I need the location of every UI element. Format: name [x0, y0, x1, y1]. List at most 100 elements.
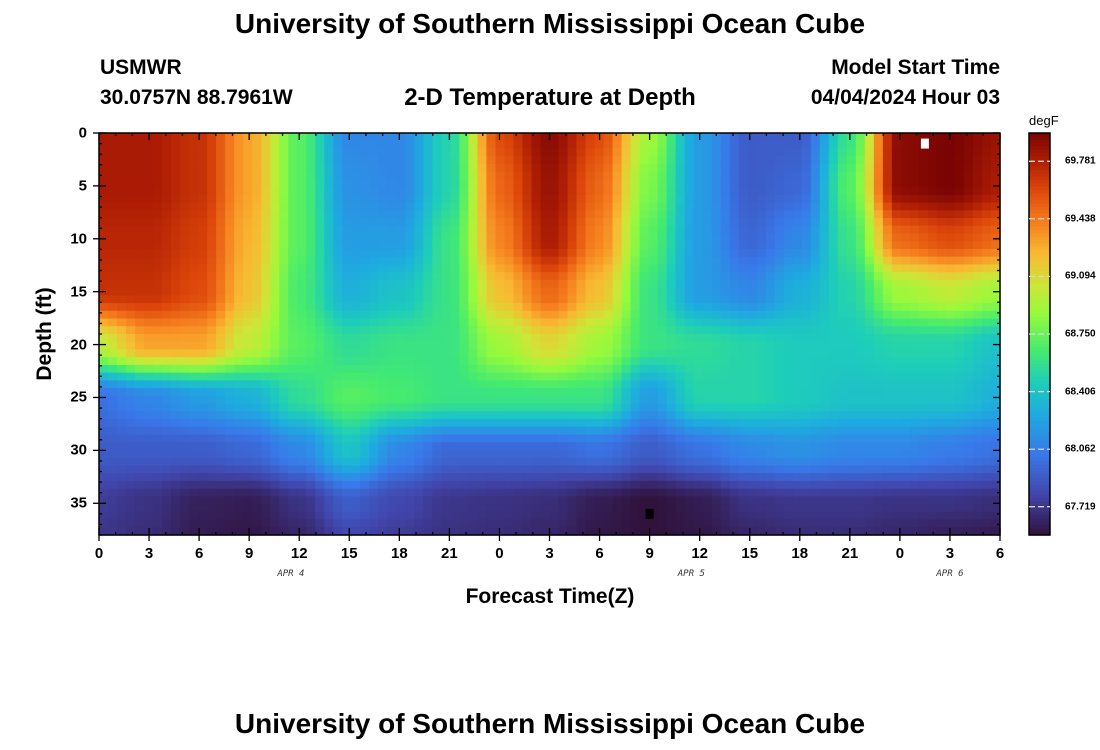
heatmap-cell: [558, 171, 569, 180]
heatmap-cell: [810, 133, 821, 142]
heatmap-cell: [396, 326, 406, 335]
heatmap-cell: [99, 334, 109, 343]
heatmap-cell: [432, 395, 442, 405]
heatmap-cell: [666, 326, 677, 335]
heatmap-cell: [252, 426, 262, 436]
heatmap-cell: [486, 194, 497, 204]
heatmap-cell: [441, 148, 451, 157]
heatmap-cell: [828, 318, 839, 327]
heatmap-cell: [666, 496, 677, 505]
heatmap-cell: [117, 225, 127, 235]
heatmap-cell: [720, 287, 731, 296]
heatmap-cell: [864, 318, 875, 327]
heatmap-cell: [153, 473, 163, 482]
heatmap-cell: [639, 156, 650, 165]
heatmap-cell: [342, 287, 352, 296]
heatmap-cell: [594, 156, 605, 165]
heatmap-cell: [693, 403, 704, 412]
heatmap-cell: [639, 511, 650, 521]
heatmap-cell: [531, 148, 542, 157]
heatmap-cell: [882, 457, 893, 467]
heatmap-cell: [621, 303, 632, 312]
heatmap-cell: [342, 163, 352, 173]
heatmap-cell: [945, 364, 956, 374]
heatmap-cell: [576, 511, 587, 521]
heatmap-cell: [423, 449, 433, 459]
heatmap-cell: [225, 303, 235, 312]
heatmap-cell: [216, 148, 226, 157]
heatmap-cell: [873, 488, 884, 497]
heatmap-cell: [126, 156, 136, 165]
heatmap-cell: [963, 295, 974, 304]
heatmap-cell: [351, 279, 361, 289]
heatmap-cell: [810, 179, 821, 188]
heatmap-cell: [243, 434, 253, 443]
heatmap-cell: [450, 419, 460, 428]
heatmap-cell: [486, 488, 497, 497]
heatmap-cell: [486, 225, 497, 235]
heatmap-cell: [189, 496, 199, 505]
heatmap-cell: [324, 388, 334, 397]
heatmap-cell: [531, 156, 542, 165]
heatmap-cell: [927, 148, 938, 157]
heatmap-cell: [738, 303, 749, 312]
heatmap-cell: [405, 318, 415, 327]
heatmap-cell: [378, 148, 388, 157]
heatmap-cell: [108, 504, 118, 513]
heatmap-cell: [225, 171, 235, 180]
heatmap-cell: [414, 496, 424, 505]
heatmap-cell: [495, 233, 506, 242]
heatmap-cell: [369, 140, 379, 150]
heatmap-cell: [468, 357, 479, 366]
heatmap-cell: [882, 473, 893, 482]
heatmap-cell: [279, 473, 289, 482]
heatmap-cell: [405, 210, 415, 219]
heatmap-cell: [369, 434, 379, 443]
heatmap-cell: [882, 511, 893, 521]
heatmap-cell: [423, 133, 433, 142]
heatmap-cell: [270, 504, 280, 513]
heatmap-cell: [747, 357, 758, 366]
heatmap-cell: [180, 218, 190, 227]
heatmap-cell: [441, 341, 451, 351]
heatmap-cell: [504, 395, 515, 405]
heatmap-cell: [333, 256, 343, 266]
heatmap-cell: [900, 334, 911, 343]
heatmap-cell: [873, 442, 884, 451]
heatmap-cell: [666, 380, 677, 389]
heatmap-cell: [135, 480, 145, 490]
heatmap-cell: [801, 148, 812, 157]
heatmap-cell: [306, 364, 316, 374]
heatmap-cell: [207, 202, 217, 211]
heatmap-cell: [198, 279, 208, 289]
heatmap-cell: [918, 341, 929, 351]
heatmap-cell: [702, 388, 713, 397]
heatmap-cell: [207, 511, 217, 521]
heatmap-cell: [153, 457, 163, 467]
heatmap-cell: [117, 449, 127, 459]
heatmap-cell: [180, 473, 190, 482]
heatmap-cell: [702, 395, 713, 405]
heatmap-cell: [297, 395, 307, 405]
heatmap-cell: [360, 380, 370, 389]
heatmap-cell: [243, 326, 253, 335]
heatmap-cell: [756, 202, 767, 211]
heatmap-cell: [936, 341, 947, 351]
heatmap-cell: [423, 310, 433, 320]
heatmap-cell: [459, 357, 470, 366]
heatmap-cell: [882, 504, 893, 513]
heatmap-cell: [864, 264, 875, 273]
heatmap-cell: [513, 442, 524, 451]
heatmap-cell: [486, 295, 497, 304]
heatmap-cell: [387, 442, 397, 451]
heatmap-cell: [477, 256, 488, 266]
heatmap-cell: [927, 287, 938, 296]
heatmap-cell: [702, 279, 713, 289]
heatmap-cell: [576, 341, 587, 351]
heatmap-cell: [522, 279, 533, 289]
heatmap-cell: [261, 279, 271, 289]
heatmap-cell: [108, 156, 118, 165]
heatmap-cell: [864, 133, 875, 142]
heatmap-cell: [900, 287, 911, 296]
heatmap-cell: [117, 388, 127, 397]
